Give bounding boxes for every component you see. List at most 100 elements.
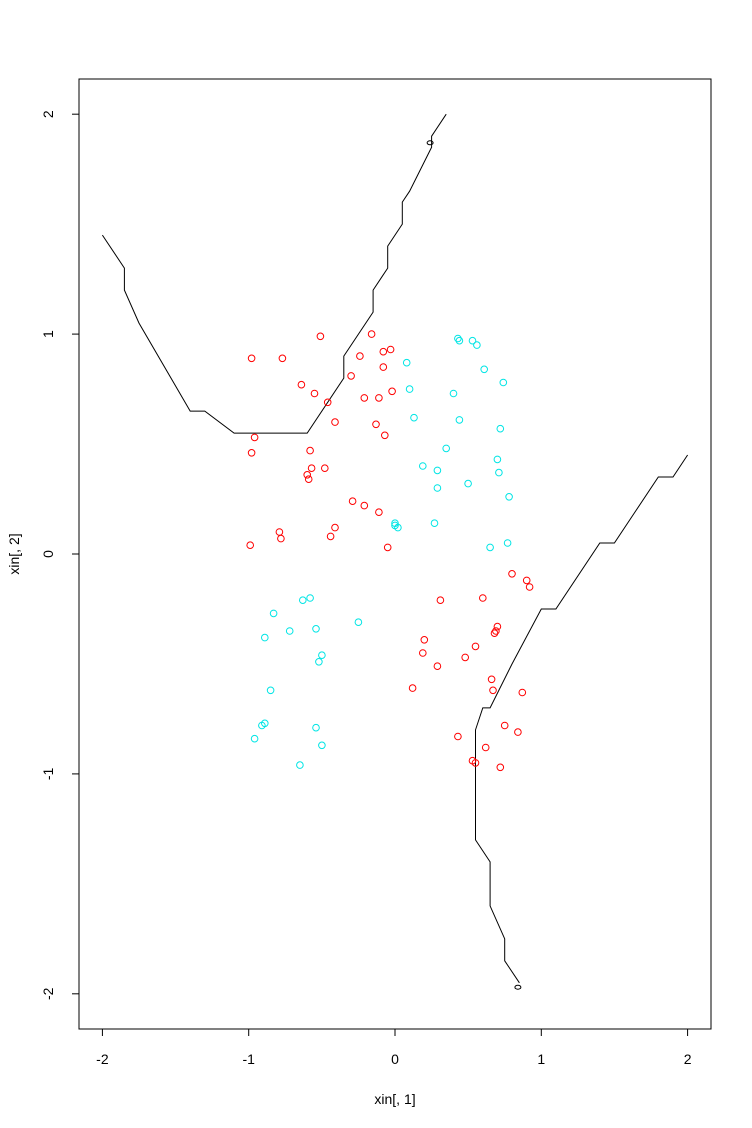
data-point [372,420,380,429]
data-point [454,334,462,343]
y-tick-label: 1 [40,330,56,338]
data-point [455,416,464,424]
data-point [331,523,339,532]
data-point [487,675,496,684]
data-point [386,345,395,354]
data-point [306,594,314,602]
y-tick-label: 2 [40,110,56,118]
decision-boundaries [101,113,689,990]
data-point [304,475,313,484]
y-tick-label: -2 [40,987,56,1000]
data-point [275,528,284,536]
data-point [508,570,516,578]
data-point [410,413,418,422]
data-point [468,336,477,345]
data-point [481,743,490,752]
data-point [296,761,304,769]
data-point [486,543,494,552]
boundary-line [475,454,689,984]
data-point [499,378,508,387]
data-point [518,688,527,697]
data-point [315,658,323,666]
data-point [277,534,285,543]
data-point [496,763,505,772]
data-point [419,649,427,657]
data-point [321,464,329,473]
data-point [433,466,442,475]
data-point [471,642,480,651]
y-tick-label: -1 [40,767,56,780]
data-point [285,627,294,635]
data-point [436,596,445,605]
data-point [420,636,429,644]
data-point [419,462,427,470]
y-tick-label: 0 [40,550,56,558]
data-point [430,519,439,528]
data-point [461,653,470,662]
data-point [312,723,320,732]
x-axis-label: xin[, 1] [374,1091,415,1107]
x-tick-label: 0 [391,1051,399,1067]
data-point [490,629,499,638]
boundary-end-marker [514,984,522,990]
data-point [303,471,312,479]
data-point [326,532,335,541]
data-point [316,332,325,341]
data-point [258,721,266,730]
data-point [375,394,383,402]
data-point [394,523,402,532]
data-point [503,539,512,547]
data-point [442,444,451,453]
data-point [493,622,502,631]
data-point [261,633,269,642]
x-tick-label: -2 [96,1051,109,1067]
data-point [471,759,480,767]
data-point [381,431,389,440]
data-point [323,398,332,407]
data-point [278,354,287,363]
plot-frame [78,78,712,1030]
boundary-end-marker [426,140,434,146]
x-tick-label: -1 [242,1051,255,1067]
x-tick-label: 2 [684,1051,692,1067]
data-point [408,684,417,692]
data-point [449,389,458,398]
boundary-line [101,113,447,434]
y-axis-label: xin[, 2] [6,533,22,574]
data-point [297,380,306,389]
data-point [455,336,464,345]
data-point [250,433,259,442]
data-point [525,583,534,591]
data-point [331,418,339,426]
data-point [307,464,316,473]
data-point [360,394,369,402]
data-point [500,721,509,730]
x-axis: -2 -1 0 1 2 [96,1028,692,1067]
data-point [379,363,388,371]
y-axis: -2 -1 0 1 2 [40,110,80,1000]
data-point [266,686,275,695]
data-point [489,686,497,695]
data-point [269,609,278,618]
data-point [354,618,363,627]
data-point [473,341,481,349]
data-points [246,330,534,772]
data-point [383,543,392,552]
data-point [348,497,357,506]
data-point [514,728,522,736]
data-point [495,468,503,477]
data-point [246,541,254,550]
data-point [496,424,505,433]
data-point [454,732,462,741]
data-point [464,479,472,488]
data-point [356,352,364,360]
data-point [433,662,442,671]
data-point [405,385,414,393]
data-point [379,347,388,356]
data-point [388,387,396,396]
data-point [310,389,319,398]
data-point [347,372,355,380]
data-point [318,651,326,660]
data-point [250,734,259,743]
